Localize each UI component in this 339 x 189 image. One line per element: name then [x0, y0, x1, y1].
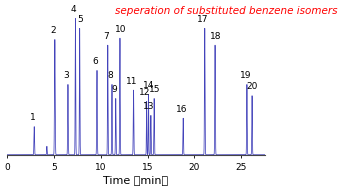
Text: 1: 1 [30, 113, 36, 122]
Text: 10: 10 [115, 25, 126, 34]
Text: 5: 5 [77, 15, 83, 24]
Text: 16: 16 [176, 105, 187, 114]
Text: seperation of substituted benzene isomers: seperation of substituted benzene isomer… [115, 6, 338, 16]
Text: 7: 7 [103, 32, 109, 41]
Text: 20: 20 [247, 82, 258, 91]
Text: 12: 12 [139, 88, 151, 97]
Text: 19: 19 [239, 71, 251, 80]
Text: 4: 4 [71, 5, 77, 14]
Text: 18: 18 [210, 32, 221, 41]
Text: 13: 13 [143, 102, 155, 111]
Text: 3: 3 [64, 71, 69, 80]
Text: 17: 17 [197, 15, 209, 24]
Text: 11: 11 [126, 77, 138, 86]
Text: 2: 2 [50, 26, 56, 35]
Text: 8: 8 [107, 71, 113, 80]
Text: 14: 14 [143, 81, 155, 90]
X-axis label: Time （min）: Time （min） [103, 175, 168, 185]
Text: 6: 6 [93, 57, 98, 66]
Text: 9: 9 [111, 85, 117, 94]
Text: 15: 15 [149, 85, 160, 94]
